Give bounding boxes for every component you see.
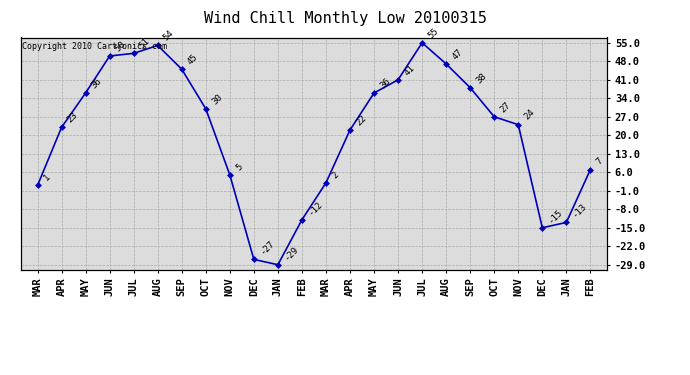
Text: 41: 41 xyxy=(402,63,416,77)
Text: 55: 55 xyxy=(426,26,440,40)
Text: -15: -15 xyxy=(546,207,564,225)
Text: -29: -29 xyxy=(282,244,300,262)
Text: 54: 54 xyxy=(162,28,176,43)
Text: 2: 2 xyxy=(330,170,340,180)
Text: 1: 1 xyxy=(41,172,52,183)
Text: Copyright 2010 Cartronics.com: Copyright 2010 Cartronics.com xyxy=(22,42,167,51)
Text: 45: 45 xyxy=(186,53,200,66)
Text: 50: 50 xyxy=(114,39,128,53)
Text: 23: 23 xyxy=(66,111,79,125)
Text: 7: 7 xyxy=(595,157,604,167)
Text: 5: 5 xyxy=(234,162,244,172)
Text: Wind Chill Monthly Low 20100315: Wind Chill Monthly Low 20100315 xyxy=(204,11,486,26)
Text: -12: -12 xyxy=(306,199,324,217)
Text: 51: 51 xyxy=(138,37,152,51)
Text: 38: 38 xyxy=(474,71,489,85)
Text: -13: -13 xyxy=(571,202,589,220)
Text: 36: 36 xyxy=(90,76,104,90)
Text: 47: 47 xyxy=(451,47,464,61)
Text: -27: -27 xyxy=(258,239,276,256)
Text: 27: 27 xyxy=(498,100,513,114)
Text: 22: 22 xyxy=(354,113,368,127)
Text: 30: 30 xyxy=(210,92,224,106)
Text: 36: 36 xyxy=(378,76,392,90)
Text: 24: 24 xyxy=(522,108,536,122)
